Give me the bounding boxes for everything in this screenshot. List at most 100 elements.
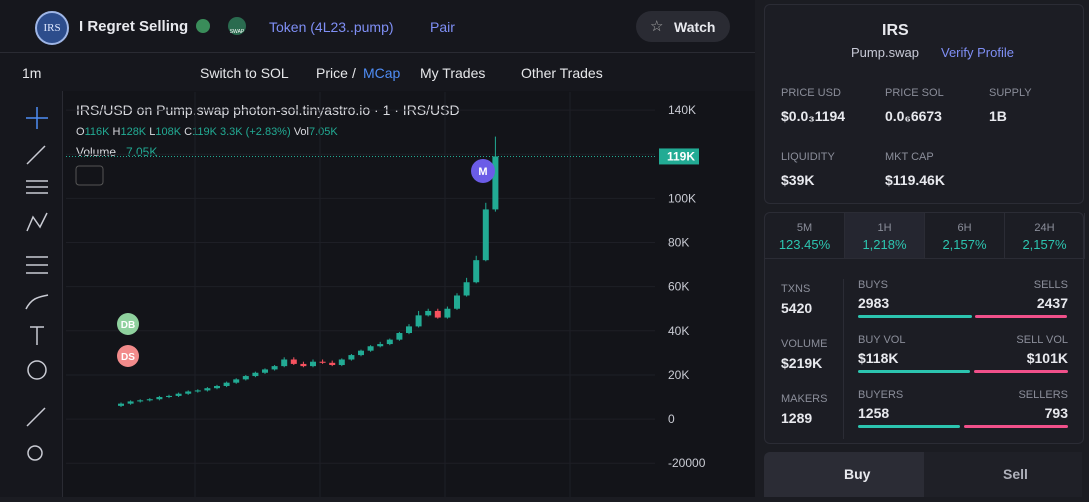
right-value: 2437 (1036, 295, 1068, 311)
chart: IRS/USD on Pump.swap photon-sol.tinyastr… (63, 91, 755, 497)
timeframe-tab[interactable]: 6H 2,157% (925, 213, 1005, 259)
candle-body (396, 333, 403, 340)
watch-button[interactable]: Watch ☆ (636, 11, 730, 42)
value: 128K (120, 126, 146, 138)
timeframe-tab[interactable]: 5M 123.45% (765, 213, 845, 259)
marker (471, 159, 495, 183)
left-value: 1258 (858, 405, 890, 421)
volume-value: 7.05K (126, 145, 157, 159)
metric-label: VOLUME (781, 338, 828, 350)
candle-body (348, 355, 355, 360)
icon (196, 19, 210, 33)
stat-label: LIQUIDITY (781, 151, 835, 163)
candle-body (271, 366, 278, 370)
candle-body (242, 376, 249, 380)
value: 7.05K (309, 126, 338, 138)
switch-currency[interactable]: Switch to SOL (200, 65, 289, 81)
interval[interactable]: 1m (22, 65, 42, 81)
price-toggle[interactable]: Price (316, 65, 348, 81)
candle-body (214, 385, 220, 389)
y-tick-label: -20000 (668, 456, 706, 470)
right-value: $101K (1026, 350, 1068, 366)
candle-body (482, 209, 489, 261)
volume-label: Volume (76, 145, 116, 159)
my-trades[interactable]: My Trades (420, 65, 486, 81)
stat-value: $119.46K (885, 172, 945, 188)
candle-body (310, 361, 316, 367)
y-tick-label: 60K (668, 280, 689, 294)
toolbar: 1m Switch to SOL Price / MCap My Trades … (0, 52, 755, 92)
candle-body (473, 260, 480, 283)
y-tick-label: 20K (668, 368, 689, 382)
left-label: BUYS (858, 279, 888, 291)
collapse-button[interactable] (75, 165, 104, 186)
candle-body (137, 400, 144, 402)
verify-link[interactable]: Verify Profile (941, 45, 1014, 60)
watch-label: Watch (674, 19, 716, 35)
candle-body (262, 369, 268, 373)
value: 108K (155, 126, 181, 138)
right-label: SELL VOL (1016, 334, 1068, 346)
timeframe-tab[interactable]: 1H 1,218% (845, 213, 925, 259)
other-trades[interactable]: Other Trades (521, 65, 603, 81)
left-value: $118K (858, 350, 899, 366)
pair-link[interactable]: Pair (430, 19, 455, 35)
buy-tab[interactable]: Buy (764, 452, 924, 497)
left-label: BUY VOL (858, 334, 906, 346)
stat-value: 0.0₆6673 (885, 108, 942, 124)
candle-body (175, 393, 182, 396)
candle-body (329, 362, 336, 366)
token-card: IRS Pump.swap Verify Profile PRICE USD $0… (764, 4, 1084, 204)
marker-label: DS (121, 352, 135, 363)
label: O (76, 126, 85, 138)
value: 119K (192, 126, 218, 138)
buy-bar (858, 425, 960, 428)
metric-label: TXNS (781, 283, 811, 295)
sell-tab[interactable]: Sell (924, 452, 1082, 497)
dex: Pump.swap (851, 45, 919, 60)
token-name: I Regret Selling (79, 18, 189, 35)
candle-body (204, 388, 211, 391)
buy-label: Buy (844, 466, 871, 482)
candle-body (319, 361, 326, 363)
sell-bar (964, 425, 1068, 428)
mcap-toggle[interactable]: MCap (363, 65, 401, 81)
marker (117, 345, 139, 367)
token-link[interactable]: Token (4L23..pump) (269, 19, 394, 35)
candle-body (185, 391, 192, 394)
y-tick-label: 0 (668, 412, 675, 426)
header: IRS I Regret Selling SWAP Token (4L23..p… (0, 0, 755, 52)
tab-label: 1H (877, 222, 892, 234)
label: H (113, 126, 121, 138)
symbol: IRS (882, 22, 909, 39)
metric-label: MAKERS (781, 393, 828, 405)
y-tick-label: 100K (668, 191, 696, 205)
token-logo: IRS (35, 11, 69, 45)
tab-label: 5M (796, 222, 813, 234)
timeframe-tab[interactable]: 24H 2,157% (1005, 213, 1085, 259)
sell-label: Sell (1003, 466, 1028, 482)
tab-label: 24H (1034, 222, 1055, 234)
label: L (149, 126, 155, 138)
tab-label: 6H (957, 222, 972, 234)
candle-body (300, 363, 307, 367)
metric-value: 1289 (781, 410, 813, 426)
candle-body (415, 315, 422, 327)
right-label: SELLERS (1018, 389, 1068, 401)
value: 116K (85, 126, 111, 138)
candle-body (146, 399, 153, 401)
tab-value: 2,157% (942, 237, 987, 252)
metric-value: 5420 (781, 300, 813, 316)
metrics-card: 5M 123.45% 1H 1,218% 6H 2,157% 24H 2,157% TXNS 5… (764, 212, 1085, 444)
last-price-label: 119K (667, 149, 695, 163)
stat-value: 1B (989, 108, 1007, 124)
right-value: 793 (1044, 405, 1068, 421)
marker-label: M (478, 166, 487, 178)
candle-body (118, 403, 124, 406)
last-price-box (659, 148, 699, 165)
star-icon: ☆ (650, 18, 664, 35)
y-tick-label: 80K (668, 236, 689, 250)
candle-body (127, 401, 134, 404)
candle-body (377, 344, 384, 347)
